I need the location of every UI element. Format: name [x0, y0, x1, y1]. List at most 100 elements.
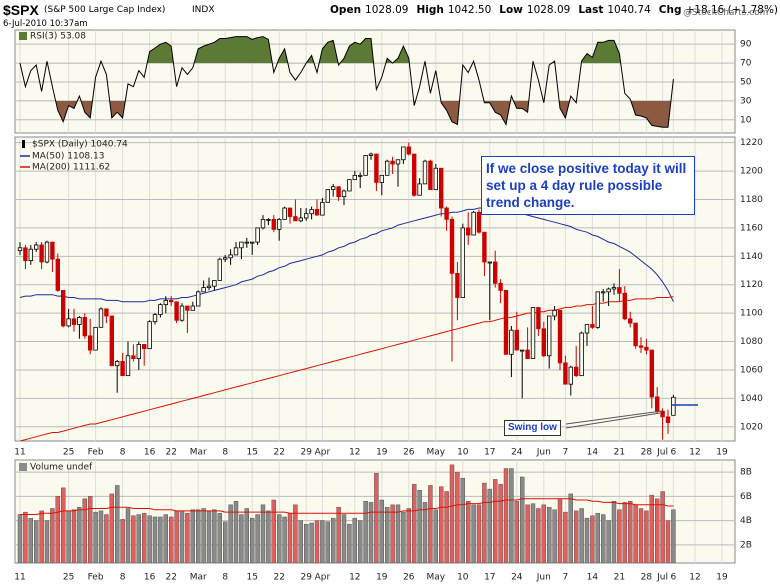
volume-bar [228, 504, 233, 563]
candle-body [660, 410, 665, 418]
volume-bar [460, 477, 465, 563]
candle-body [649, 349, 654, 398]
candle-body [568, 366, 573, 385]
candle-body [271, 218, 276, 230]
candle-body [276, 218, 282, 230]
candle-body [168, 299, 174, 303]
volume-bar [131, 515, 136, 563]
volume-bar [249, 517, 255, 563]
volume-bar [671, 509, 676, 563]
x-tick-label: 28 [641, 448, 653, 458]
candle-body [255, 227, 260, 243]
candle-body [320, 201, 325, 216]
moving-average-line [19, 296, 674, 441]
candle-body [98, 308, 104, 328]
x-tick-label: Feb [88, 448, 104, 458]
volume-bar [422, 502, 428, 563]
x-tick-label: 12 [689, 573, 700, 583]
volume-bar [595, 513, 600, 563]
symbol: $SPX [3, 2, 39, 18]
volume-bar [304, 524, 309, 563]
quote-value: 1028.09 [365, 4, 409, 16]
candle-body [287, 207, 293, 217]
volume-bar [660, 491, 665, 563]
candle-body [217, 258, 222, 281]
candle-body [557, 309, 563, 364]
candle-body [293, 216, 298, 222]
volume-bar [23, 511, 28, 563]
volume-bar [433, 509, 438, 563]
candle-body [152, 314, 158, 323]
candle-body [460, 227, 465, 298]
volume-bar [239, 514, 244, 563]
candle-body [39, 244, 44, 263]
candle-body [341, 190, 347, 198]
x-tick-label: May [426, 448, 445, 458]
candle-body [131, 355, 136, 360]
candle-body [309, 209, 314, 215]
candle-body [552, 309, 557, 317]
y-tick-label: 1160 [740, 223, 763, 233]
candle-body [115, 361, 120, 367]
volume-bar [611, 501, 617, 563]
quote-value: 1028.09 [526, 4, 571, 16]
x-tick-label: 24 [511, 448, 523, 458]
candle-body [617, 287, 622, 294]
x-tick-label: 8 [120, 448, 126, 458]
candle-body [66, 318, 71, 327]
volume-bar [520, 476, 525, 563]
volume-bar [136, 514, 142, 563]
x-tick-label: 12 [349, 573, 360, 583]
volume-bar [309, 522, 314, 563]
volume-bar [277, 514, 282, 563]
volume-bar [401, 511, 406, 563]
candle-body [406, 146, 411, 155]
volume-bar [439, 486, 444, 563]
candle-body [222, 257, 228, 260]
y-tick-label: 1060 [740, 365, 763, 375]
x-tick-label: 26 [403, 573, 415, 583]
candle-body [23, 247, 28, 261]
candle-body [174, 301, 179, 321]
x-tick-label: 7 [563, 448, 569, 458]
volume-bar [368, 502, 374, 563]
watermark: @StockCharts.com [683, 8, 769, 18]
volume-bar [34, 520, 39, 563]
x-tick-label: 16 [144, 448, 156, 458]
volume-bar [66, 510, 71, 563]
volume-bar [266, 510, 271, 563]
volume-bar [374, 473, 379, 563]
candle-body [622, 292, 627, 320]
y-tick-label: 1040 [740, 394, 763, 404]
volume-bar [77, 507, 82, 563]
candle-body [595, 291, 600, 328]
volume-bar [358, 520, 363, 563]
candle-body [44, 241, 50, 263]
x-tick-label: 21 [614, 448, 625, 458]
volume-bar [141, 513, 147, 563]
volume-bar [412, 484, 417, 563]
candle-body [374, 153, 379, 183]
x-tick-label: May [426, 573, 445, 583]
candle-body [471, 211, 476, 236]
volume-bar [530, 503, 536, 563]
volume-bar [93, 511, 98, 563]
volume-bar [444, 491, 449, 563]
volume-bar [363, 501, 368, 563]
x-tick-label: 7 [563, 573, 569, 583]
x-tick-label: 12 [349, 448, 360, 458]
volume-bar [50, 508, 55, 563]
x-tick-label: 25 [63, 573, 74, 583]
candle-body [417, 183, 422, 196]
volume-bar [590, 515, 595, 563]
volume-bar [233, 501, 239, 563]
volume-bar [503, 468, 509, 563]
x-tick-label: 16 [144, 573, 156, 583]
volume-bar [336, 507, 341, 563]
candle-body [201, 287, 206, 293]
x-tick-label: 8 [222, 573, 228, 583]
volume-bar [574, 510, 579, 563]
candle-body [55, 258, 60, 291]
volume-bar [601, 514, 606, 563]
